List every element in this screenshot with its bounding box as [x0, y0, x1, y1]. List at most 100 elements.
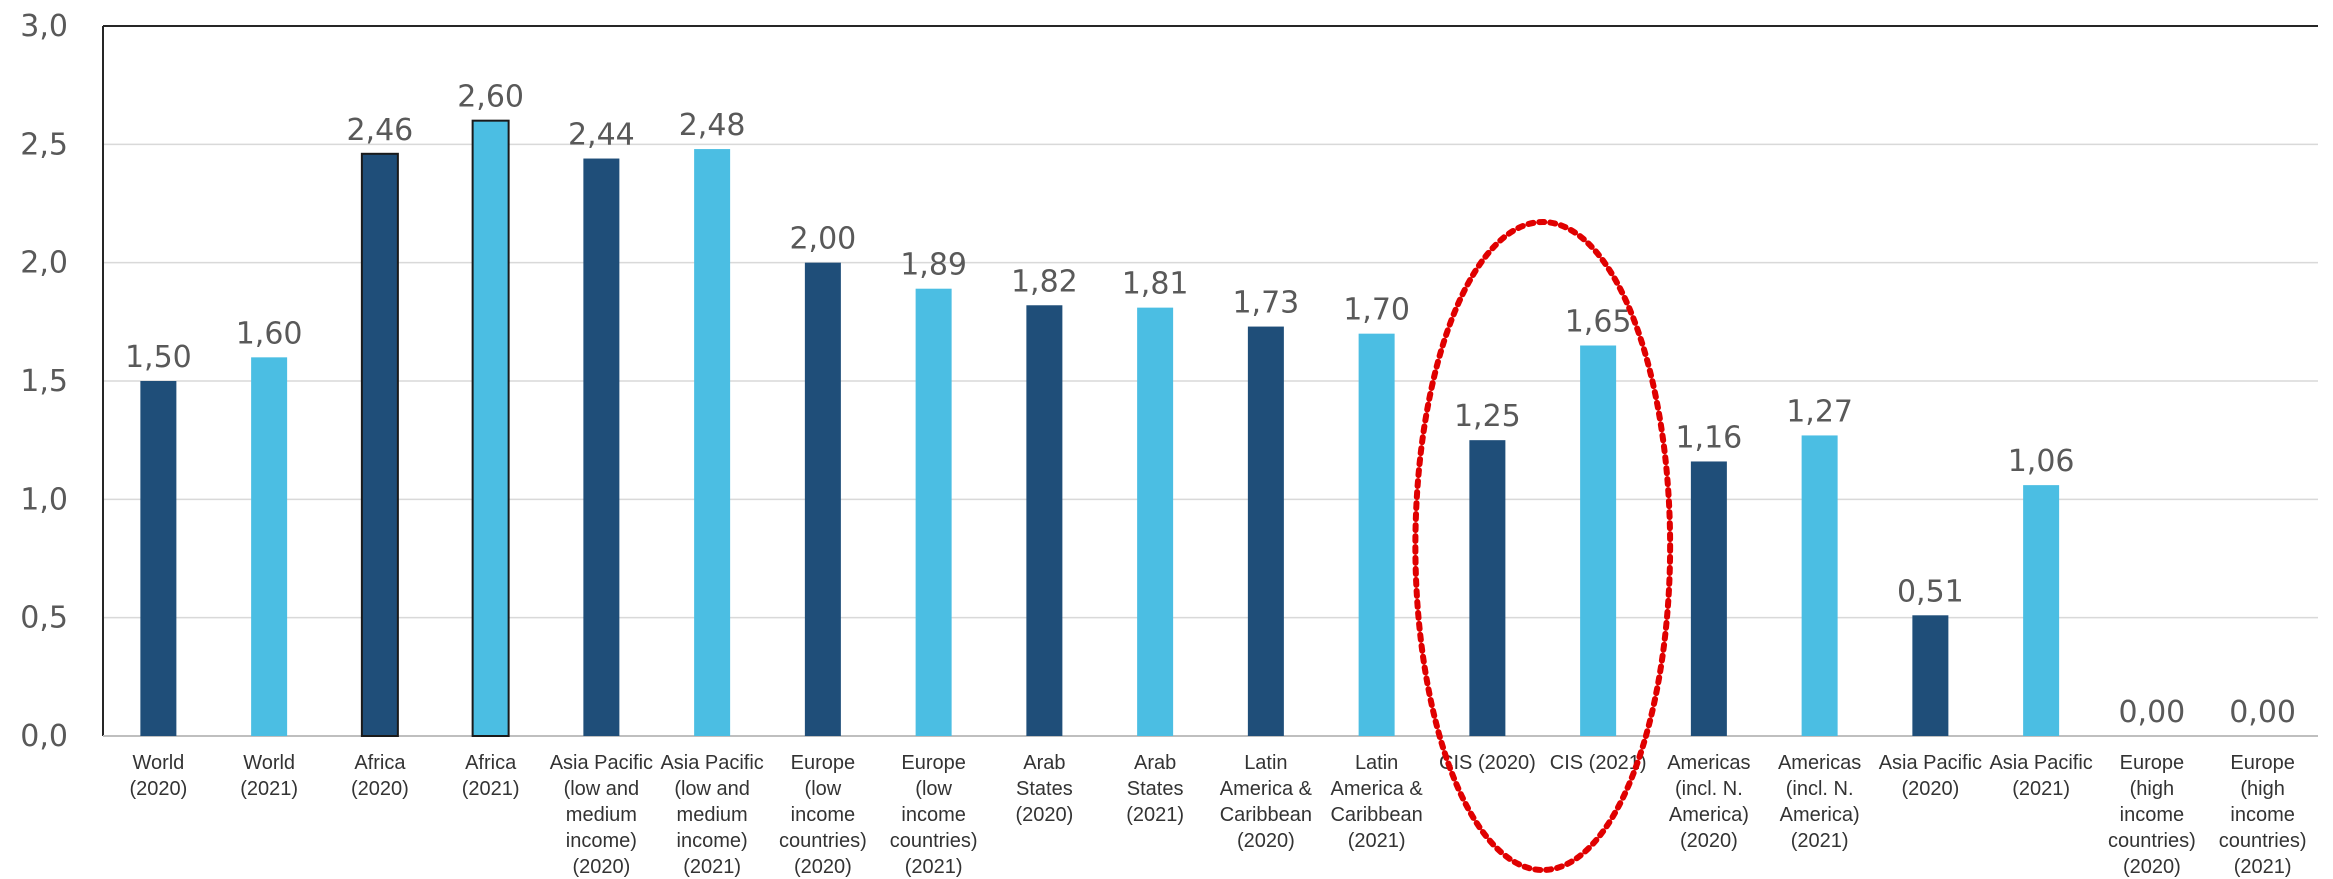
x-tick-label-line: (2021) [462, 778, 520, 800]
bar [1801, 435, 1838, 736]
x-tick-label-line: (2021) [905, 856, 963, 878]
x-tick-label: Asia Pacific (low and medium income) (2021) [660, 752, 763, 878]
bar [1358, 333, 1395, 736]
x-tick-label-line: (high [2240, 778, 2284, 800]
x-tick-label: Europe (high income countries) (2021) [2219, 752, 2307, 878]
x-tick-label-line: Asia Pacific [550, 752, 653, 774]
highlight-ellipse [1412, 219, 1674, 873]
x-tick-label-line: (incl. N. [1786, 778, 1854, 800]
x-tick-label-line: Asia Pacific [1989, 752, 2092, 774]
x-tick-label: Europe (low income countries) (2020) [779, 752, 867, 878]
x-tick-label-line: countries) [890, 830, 978, 852]
x-tick-label: CIS (2021) [1550, 752, 1647, 774]
data-label: 1,60 [236, 316, 303, 351]
data-label: 2,48 [679, 108, 746, 143]
x-tick-label: Latin America & Caribbean (2021) [1330, 752, 1423, 852]
bars [140, 119, 2060, 738]
x-tick-label-line: Americas [1778, 752, 1861, 774]
bar [140, 381, 177, 736]
x-tick-label-line: CIS (2020) [1439, 752, 1536, 774]
x-tick-label-line: (low [805, 778, 842, 800]
bar [1580, 345, 1617, 736]
data-label: 1,70 [1343, 293, 1410, 328]
bar [1912, 615, 1949, 736]
x-tick-label-line: States [1016, 778, 1073, 800]
x-tick-label-line: (2021) [240, 778, 298, 800]
y-tick-label: 2,5 [20, 127, 68, 162]
bar [915, 288, 952, 736]
x-tick-label-line: (2020) [1015, 804, 1073, 826]
x-tick-label: Africa (2020) [351, 752, 409, 800]
x-tick-label-line: income [2230, 804, 2294, 826]
x-tick-label-line: States [1127, 778, 1184, 800]
y-tick-label: 1,0 [20, 482, 68, 517]
x-tick-label: Europe (low income countries) (2021) [890, 752, 978, 878]
y-tick-label: 0,5 [20, 601, 68, 636]
data-label: 1,81 [1122, 267, 1189, 302]
x-tick-label: Americas (incl. N. America) (2020) [1667, 752, 1750, 852]
bar [1469, 440, 1506, 736]
x-tick-label: World (2020) [129, 752, 187, 800]
bar [694, 149, 731, 737]
bar [1026, 305, 1063, 736]
x-tick-label-line: World [132, 752, 184, 774]
bar [583, 158, 620, 737]
x-tick-label-line: (2020) [1901, 778, 1959, 800]
data-label: 0,51 [1897, 574, 1964, 609]
data-label: 1,50 [125, 340, 192, 375]
x-tick-label: Arab States (2020) [1015, 752, 1073, 826]
x-tick-label-line: (2021) [1126, 804, 1184, 826]
data-label: 1,06 [2008, 444, 2075, 479]
x-tick-label-line: (2020) [2123, 856, 2181, 878]
bar [1690, 461, 1727, 736]
bar [471, 119, 510, 737]
data-label: 0,00 [2229, 695, 2296, 730]
x-tick-label-line: (high [2130, 778, 2174, 800]
x-tick-label-line: CIS (2021) [1550, 752, 1647, 774]
bar [1137, 307, 1174, 736]
data-label: 1,73 [1232, 286, 1299, 321]
bar [1247, 326, 1284, 736]
x-tick-label-line: Latin [1244, 752, 1287, 774]
x-tick-label-line: Europe [901, 752, 966, 774]
x-tick-label-line: income [791, 804, 855, 826]
x-tick-label-line: Africa [354, 752, 406, 774]
x-tick-label-line: countries) [2108, 830, 2196, 852]
x-tick-label-line: (incl. N. [1675, 778, 1743, 800]
data-label: 1,65 [1565, 305, 1632, 340]
x-tick-label: Americas (incl. N. America) (2021) [1778, 752, 1861, 852]
x-tick-label-line: Europe [791, 752, 856, 774]
data-label: 2,46 [346, 113, 413, 148]
x-tick-label-line: income [2120, 804, 2184, 826]
x-tick-label-line: countries) [2219, 830, 2307, 852]
x-tick-label: Asia Pacific (2020) [1879, 752, 1982, 800]
x-tick-label: Europe (high income countries) (2020) [2108, 752, 2196, 878]
x-tick-label-line: (2020) [129, 778, 187, 800]
gridlines [102, 25, 2318, 737]
x-tick-label-line: (2021) [2234, 856, 2292, 878]
x-tick-label-line: (low and [564, 778, 640, 800]
bar [2023, 485, 2060, 736]
x-tick-label-line: (2020) [1237, 830, 1295, 852]
annotations [1412, 219, 1674, 873]
y-tick-label: 0,0 [20, 719, 68, 754]
data-label: 2,60 [457, 80, 524, 115]
x-tick-label-line: (2021) [1791, 830, 1849, 852]
x-tick-label: World (2021) [240, 752, 298, 800]
x-tick-label-line: Arab [1023, 752, 1065, 774]
x-tick-label-line: America) [1669, 804, 1749, 826]
x-tick-label-line: countries) [779, 830, 867, 852]
y-tick-label: 3,0 [20, 9, 68, 44]
x-tick-label: Asia Pacific (low and medium income) (2020) [550, 752, 653, 878]
bar [360, 152, 399, 738]
data-label: 0,00 [2118, 695, 2185, 730]
x-tick-label-line: income) [566, 830, 637, 852]
x-tick-label: Arab States (2021) [1126, 752, 1184, 826]
x-tick-label-line: income [901, 804, 965, 826]
y-tick-label: 2,0 [20, 246, 68, 281]
data-label: 1,82 [1011, 264, 1078, 299]
y-axis-ticks: 0,0 0,5 1,0 1,5 2,0 2,5 3,0 [20, 9, 68, 754]
x-tick-label-line: (2021) [1348, 830, 1406, 852]
x-tick-label-line: Africa [465, 752, 517, 774]
